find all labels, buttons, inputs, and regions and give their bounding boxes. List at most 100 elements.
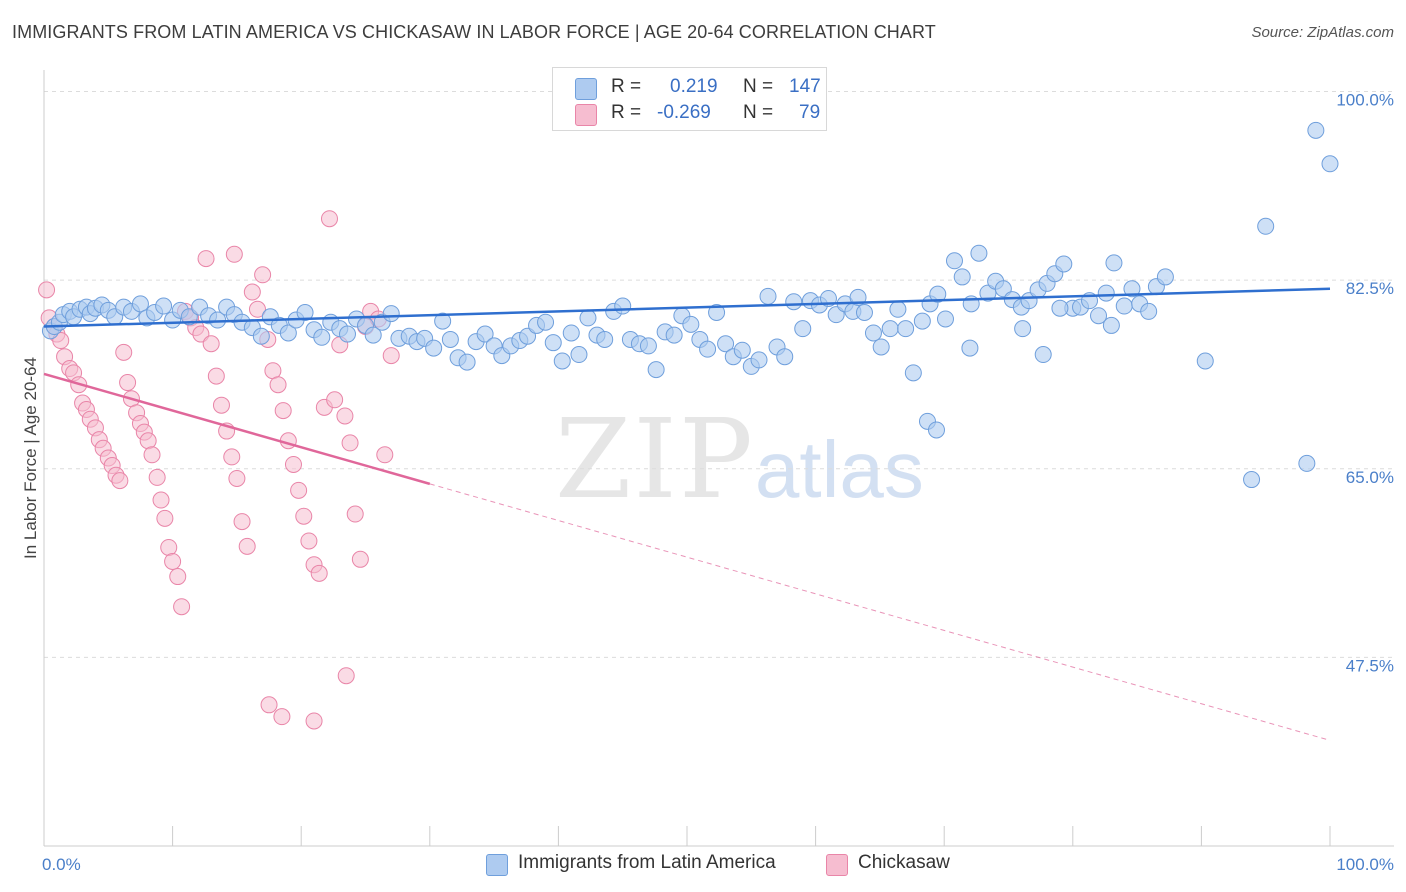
chart-title: IMMIGRANTS FROM LATIN AMERICA VS CHICKAS…: [12, 22, 936, 42]
chickasaw-point: [38, 281, 56, 299]
chickasaw-point: [351, 550, 369, 568]
latin-america-point: [562, 324, 580, 342]
latin-america-point: [425, 339, 443, 357]
chickasaw-point: [115, 343, 133, 361]
chickasaw-trend-line: [43, 372, 431, 486]
legend-n-value: 147: [789, 76, 821, 97]
chickasaw-point: [111, 472, 129, 490]
chickasaw-point: [164, 552, 182, 570]
latin-america-point: [979, 284, 997, 302]
latin-america-point: [897, 320, 915, 338]
chickasaw-point: [119, 374, 137, 392]
latin-america-point: [864, 324, 882, 342]
latin-america-point: [296, 304, 314, 321]
blue-swatch: [486, 854, 508, 876]
chickasaw-point: [148, 468, 166, 486]
chickasaw-point: [202, 335, 220, 353]
latin-america-point: [313, 328, 331, 346]
latin-america-point: [434, 312, 452, 330]
latin-america-point: [1321, 155, 1339, 173]
pink-swatch: [575, 104, 597, 126]
latin-america-point: [699, 340, 717, 358]
axes: [43, 70, 1394, 847]
chickasaw-point: [274, 402, 292, 420]
chickasaw-point: [290, 481, 308, 499]
latin-america-point: [776, 348, 794, 366]
latin-america-points: [41, 121, 1339, 489]
latin-america-point: [794, 320, 812, 338]
latin-america-point: [647, 361, 665, 379]
chickasaw-point: [300, 532, 318, 550]
chickasaw-points: [38, 210, 400, 730]
latin-america-point: [717, 335, 735, 353]
x-tick-label: 0.0%: [42, 855, 81, 874]
chickasaw-point: [243, 283, 261, 301]
latin-america-point: [544, 334, 562, 352]
chickasaw-point: [326, 391, 344, 409]
chickasaw-point: [254, 266, 272, 284]
legend-r-value: -0.269: [657, 102, 711, 123]
chickasaw-point: [376, 446, 394, 464]
latin-america-point: [929, 285, 947, 303]
chickasaw-point: [169, 568, 187, 586]
latin-america-point: [936, 310, 954, 328]
chickasaw-point: [273, 708, 291, 726]
chickasaw-point: [212, 396, 230, 414]
chickasaw-point: [305, 712, 323, 730]
chickasaw-point: [341, 434, 359, 452]
latin-america-point: [1090, 307, 1108, 325]
chickasaw-point: [310, 564, 328, 582]
legend-label: Chickasaw: [858, 852, 950, 873]
latin-america-point: [1257, 217, 1275, 235]
latin-america-point: [579, 309, 597, 327]
latin-america-point: [1055, 255, 1073, 273]
latin-america-point: [1298, 454, 1316, 472]
chickasaw-point: [336, 407, 354, 425]
latin-america-point: [1196, 352, 1214, 370]
latin-america-point: [570, 346, 588, 364]
grid-lines: [44, 91, 1394, 658]
y-tick-label: 47.5%: [1346, 656, 1394, 675]
latin-america-point: [759, 287, 777, 305]
latin-america-point: [1123, 280, 1141, 298]
blue-swatch: [575, 78, 597, 100]
legend-r-label: R =: [611, 76, 642, 97]
y-tick-label: 100.0%: [1336, 91, 1394, 110]
latin-america-point: [970, 244, 988, 262]
chickasaw-point: [152, 491, 170, 509]
latin-america-point: [750, 351, 768, 369]
latin-america-point: [458, 353, 476, 371]
chickasaw-point: [228, 469, 246, 487]
latin-america-point: [733, 341, 751, 359]
latin-america-point: [881, 320, 899, 338]
chickasaw-point: [269, 376, 287, 394]
latin-america-point: [1105, 254, 1123, 272]
latin-america-point: [872, 338, 890, 356]
latin-america-point: [953, 268, 971, 286]
latin-america-point: [1156, 268, 1174, 286]
latin-america-point: [1097, 284, 1115, 302]
chickasaw-point: [320, 210, 338, 228]
latin-america-point: [904, 364, 922, 382]
watermark-zip: ZIP: [555, 395, 755, 523]
chickasaw-point: [207, 367, 225, 385]
latin-america-point: [682, 315, 700, 333]
latin-america-trend-line: [43, 287, 1331, 328]
latin-america-point: [131, 295, 149, 313]
watermark-atlas: atlas: [754, 425, 924, 514]
chickasaw-point: [160, 538, 178, 556]
chickasaw-point: [295, 507, 313, 525]
watermark: ZIPatlas: [555, 395, 924, 523]
chickasaw-point: [225, 245, 243, 263]
chickasaw-point: [156, 509, 174, 527]
y-tick-label: 65.0%: [1346, 468, 1394, 487]
latin-america-point: [1102, 316, 1120, 334]
pink-swatch: [826, 854, 848, 876]
chickasaw-point: [223, 448, 241, 466]
legend-n-value: 79: [799, 102, 821, 123]
y-tick-label: 82.5%: [1346, 279, 1394, 298]
chickasaw-point: [248, 300, 266, 318]
latin-america-point: [708, 304, 726, 321]
x-tick-labels: 0.0% 100.0%: [42, 855, 1394, 874]
chickasaw-point: [382, 347, 400, 365]
